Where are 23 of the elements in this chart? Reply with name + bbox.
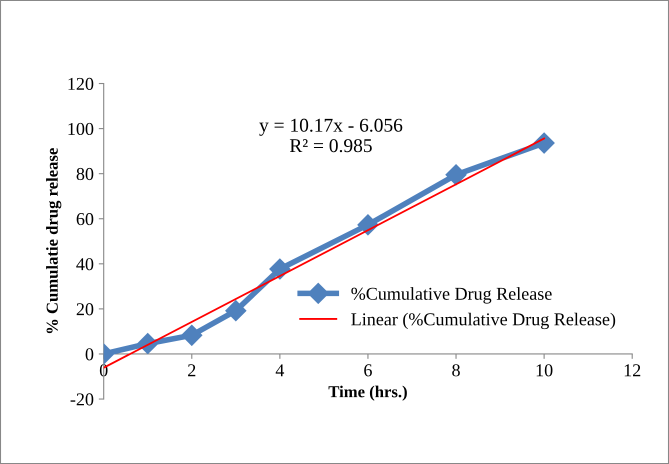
x-tick-label: 4 [276,364,284,376]
y-tick-label: 40 [76,258,94,270]
x-tick-label: 8 [452,364,460,376]
y-tick-label: 0 [86,348,94,360]
annotation: y = 10.17x - 6.056 R² = 0.985 [259,118,402,152]
x-tick-label: 6 [364,364,372,376]
y-tick-label: -20 [70,393,94,406]
point [446,164,467,186]
x-axis-title: Time (hrs.) [328,386,407,401]
y-tick-label: 60 [76,213,94,226]
point [225,300,246,322]
point [269,258,290,280]
y-tick-label: 20 [76,303,94,316]
legend-label: Linear (%Cumulative Drug Release) [351,312,616,330]
y-tick-label: 100 [68,122,94,136]
x-tick-label: 2 [188,364,196,376]
y-tick-label: 80 [76,168,94,180]
point [181,324,202,346]
x-tick-label: 12 [624,364,640,376]
y-axis-title: % Cumulatie drug release [46,148,62,334]
legend-label: %Cumulative Drug Release [351,287,552,304]
x-tick-label: 10 [536,364,552,376]
y-tick-label: 120 [68,78,94,90]
